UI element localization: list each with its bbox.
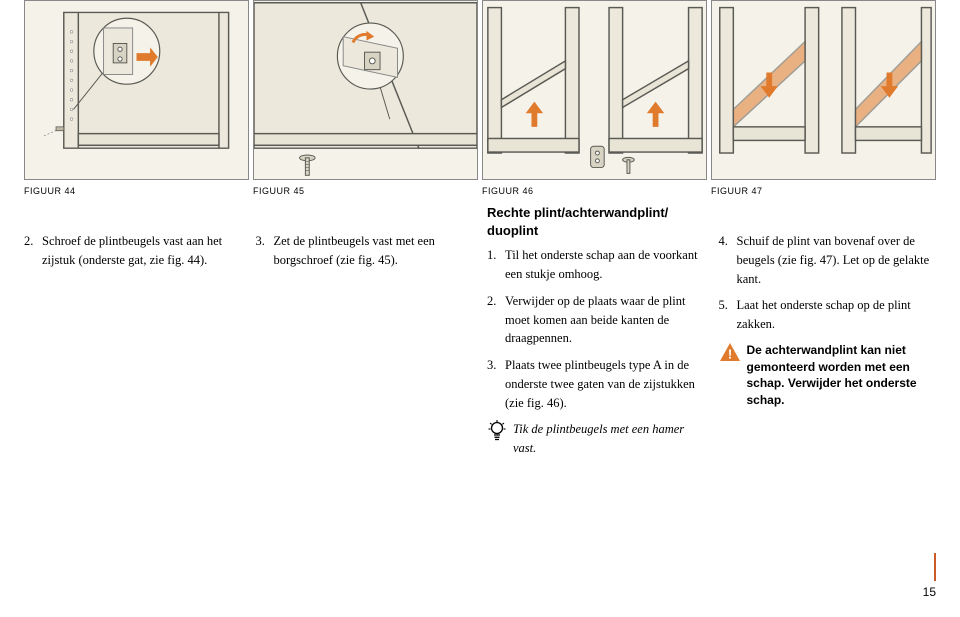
figure-46 [482,0,707,180]
content-columns: 2. Schroef de plintbeugels vast aan het … [0,196,960,458]
tip-text: Tik de plintbeugels met een hamer vast. [513,420,705,458]
item-number: 3. [487,356,505,412]
page-number-bar [934,553,936,581]
figure-caption-45: FIGUUR 45 [253,186,478,196]
item-number: 5. [719,296,737,334]
list-item: 1. Til het onderste schap aan de voorkan… [487,246,705,284]
list-item: 2. Verwijder op de plaats waar de plint … [487,292,705,348]
warning-text: De achterwandplint kan niet gemonteerd w… [747,342,937,409]
section-heading: Rechte plint/achterwandplint/ duoplint [487,204,705,240]
list-item: 4. Schuif de plint van bovenaf over de b… [719,232,937,288]
warning-row: ! De achterwandplint kan niet gemonteerd… [719,342,937,409]
item-text: Schroef de plintbeugels vast aan het zij… [42,232,242,270]
svg-text:!: ! [727,346,731,361]
item-number: 2. [487,292,505,348]
figure-captions-row: FIGUUR 44 FIGUUR 45 FIGUUR 46 FIGUUR 47 [0,180,960,196]
tip-row: Tik de plintbeugels met een hamer vast. [487,420,705,458]
item-text: Plaats twee plintbeugels type A in de on… [505,356,705,412]
item-number: 2. [24,232,42,270]
figure-caption-46: FIGUUR 46 [482,186,707,196]
column-2: 3. Zet de plintbeugels vast met een borg… [256,204,474,458]
figures-row [0,0,960,180]
column-4: 4. Schuif de plint van bovenaf over de b… [719,204,937,458]
list-item: 2. Schroef de plintbeugels vast aan het … [24,232,242,270]
figure-47-illustration [712,1,935,179]
item-text: Schuif de plint van bovenaf over de beug… [737,232,937,288]
figure-45 [253,0,478,180]
lightbulb-icon [487,420,507,442]
item-number: 4. [719,232,737,288]
figure-45-illustration [254,1,477,179]
item-number: 3. [256,232,274,270]
figure-44 [24,0,249,180]
item-text: Verwijder op de plaats waar de plint moe… [505,292,705,348]
column-3: Rechte plint/achterwandplint/ duoplint 1… [487,204,705,458]
figure-46-illustration [483,1,706,179]
warning-icon: ! [719,342,741,362]
item-text: Laat het onderste schap op de plint zakk… [737,296,937,334]
list-item: 5. Laat het onderste schap op de plint z… [719,296,937,334]
figure-caption-44: FIGUUR 44 [24,186,249,196]
figure-47 [711,0,936,180]
list-item: 3. Plaats twee plintbeugels type A in de… [487,356,705,412]
item-text: Zet de plintbeugels vast met een borgsch… [274,232,474,270]
item-text: Til het onderste schap aan de voorkant e… [505,246,705,284]
item-number: 1. [487,246,505,284]
column-1: 2. Schroef de plintbeugels vast aan het … [24,204,242,458]
list-item: 3. Zet de plintbeugels vast met een borg… [256,232,474,270]
page-number: 15 [923,585,936,599]
figure-caption-47: FIGUUR 47 [711,186,936,196]
figure-44-illustration [25,1,248,179]
